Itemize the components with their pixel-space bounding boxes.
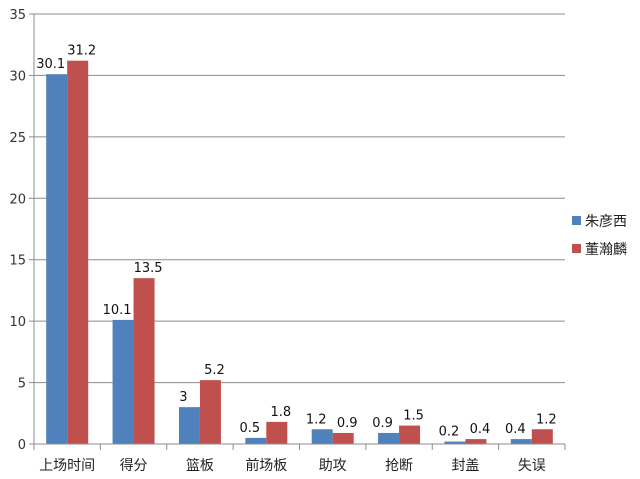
- x-category-label: 篮板: [186, 458, 214, 474]
- x-category-label: 抢断: [385, 457, 413, 474]
- x-category-label: 前场板: [245, 457, 287, 474]
- data-label: 10.1: [103, 303, 132, 318]
- y-tick-label: 30: [9, 69, 26, 84]
- bar-series1: [46, 74, 68, 444]
- bar-series1: [378, 432, 400, 444]
- bar-series2: [531, 429, 553, 444]
- bar-series1: [311, 429, 333, 444]
- data-label: 0.9: [337, 416, 358, 431]
- data-label: 1.2: [306, 412, 327, 427]
- x-category-label: 助攻: [319, 458, 347, 474]
- data-label: 3: [179, 390, 187, 405]
- data-label: 5.2: [204, 363, 225, 378]
- bar-series1: [178, 407, 200, 444]
- bar-series2: [399, 425, 421, 444]
- y-axis: 0 5 10 15 20 25 30 35: [9, 8, 35, 453]
- data-label: 0.4: [505, 422, 526, 437]
- data-label: 0.9: [372, 416, 393, 431]
- bar-series2: [332, 432, 354, 444]
- x-axis: 上场时间 得分 篮板 前场板 助攻 抢断 封盖 失误: [33, 443, 566, 474]
- y-tick-label: 35: [9, 8, 26, 23]
- y-tick-label: 20: [9, 192, 26, 207]
- legend-label: 朱彦西: [585, 214, 627, 230]
- bar-series1: [510, 439, 532, 444]
- data-label: 1.8: [270, 405, 291, 420]
- data-label: 0.5: [239, 421, 260, 436]
- bar-series2: [199, 380, 221, 444]
- y-tick-label: 10: [9, 315, 26, 330]
- data-labels: 30.131.2 10.1 13.5 3 5.2 0.5 1.8 1.2 0.9 0.9 1.5 0.…: [36, 44, 556, 440]
- bar-series2: [266, 421, 288, 444]
- bar-series2: [133, 278, 155, 444]
- y-tick-label: 5: [18, 377, 26, 392]
- bar-series2: [465, 439, 487, 444]
- data-label: 0.4: [470, 422, 491, 437]
- y-tick-label: 25: [9, 131, 26, 146]
- x-category-label: 失误: [518, 458, 546, 474]
- data-label: 31.2: [67, 44, 96, 59]
- data-label: 13.5: [134, 261, 163, 276]
- bars: [46, 60, 553, 444]
- data-label: 1.2: [536, 412, 557, 427]
- x-category-label: 封盖: [451, 458, 479, 474]
- data-label: 30.1: [36, 57, 65, 72]
- legend-swatch: [572, 244, 581, 253]
- x-category-label: 上场时间: [39, 458, 95, 474]
- bar-series1: [112, 319, 134, 444]
- y-tick-label: 0: [18, 438, 26, 453]
- x-category-label: 得分: [120, 457, 148, 474]
- data-label: 1.5: [403, 409, 424, 424]
- legend-swatch: [572, 216, 581, 225]
- legend-label: 董瀚麟: [585, 242, 627, 258]
- bar-series2: [67, 60, 89, 444]
- bar-series1: [245, 437, 267, 444]
- data-label: 0.2: [439, 425, 460, 440]
- y-tick-label: 15: [9, 254, 26, 269]
- bar-series1: [444, 441, 466, 444]
